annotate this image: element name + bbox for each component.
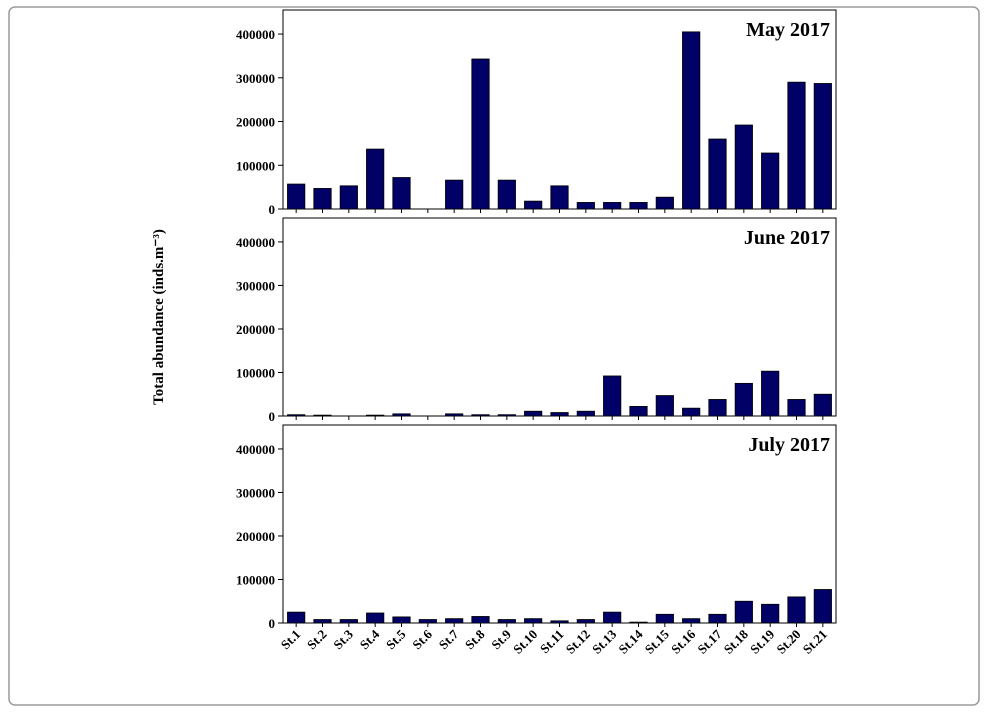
bar bbox=[787, 596, 806, 624]
bar bbox=[708, 399, 727, 417]
y-tick-label: 200000 bbox=[236, 529, 275, 544]
bar bbox=[445, 413, 464, 417]
bar bbox=[313, 414, 332, 417]
bar bbox=[550, 412, 569, 417]
bar bbox=[366, 414, 385, 417]
bar bbox=[392, 413, 411, 417]
bar bbox=[682, 31, 701, 210]
bar bbox=[761, 603, 780, 624]
y-tick-label: 100000 bbox=[236, 572, 275, 587]
bar bbox=[708, 138, 727, 210]
bar bbox=[497, 179, 516, 210]
y-tick-label: 300000 bbox=[236, 71, 275, 86]
bar bbox=[445, 179, 464, 210]
bar bbox=[761, 370, 780, 417]
bar bbox=[734, 124, 753, 210]
bar bbox=[629, 202, 648, 210]
panel-title: June 2017 bbox=[744, 227, 830, 249]
bar bbox=[603, 375, 622, 417]
bar bbox=[787, 81, 806, 210]
y-tick-label: 400000 bbox=[236, 27, 275, 42]
bar bbox=[629, 621, 648, 624]
bar bbox=[761, 152, 780, 210]
bar bbox=[813, 393, 832, 417]
bar bbox=[287, 611, 306, 624]
bar bbox=[287, 183, 306, 210]
y-tick-label: 100000 bbox=[236, 365, 275, 380]
bar bbox=[708, 613, 727, 624]
bar bbox=[655, 395, 674, 417]
bar bbox=[734, 382, 753, 417]
bar bbox=[392, 177, 411, 210]
bar bbox=[471, 414, 490, 417]
y-tick-label: 300000 bbox=[236, 485, 275, 500]
bar bbox=[682, 618, 701, 624]
bar bbox=[655, 196, 674, 210]
bar bbox=[787, 399, 806, 417]
bar bbox=[629, 406, 648, 417]
bar bbox=[524, 410, 543, 417]
bar bbox=[497, 619, 516, 624]
bar bbox=[339, 185, 358, 210]
y-tick-label: 400000 bbox=[236, 235, 275, 250]
panel-title: May 2017 bbox=[746, 19, 830, 41]
bar bbox=[576, 619, 595, 624]
bar bbox=[682, 407, 701, 417]
bar bbox=[445, 618, 464, 624]
bar bbox=[497, 414, 516, 417]
bar bbox=[813, 83, 832, 210]
bar bbox=[524, 200, 543, 210]
bar bbox=[550, 185, 569, 210]
bar bbox=[524, 618, 543, 624]
bar bbox=[418, 619, 437, 624]
bar bbox=[366, 612, 385, 624]
bar bbox=[550, 620, 569, 624]
bar bbox=[576, 202, 595, 210]
y-tick-label: 0 bbox=[269, 409, 276, 424]
bar bbox=[287, 414, 306, 417]
y-tick-label: 200000 bbox=[236, 322, 275, 337]
y-axis-label: Total abundance (inds.m⁻³) bbox=[151, 229, 167, 405]
y-tick-label: 0 bbox=[269, 616, 276, 631]
y-tick-label: 100000 bbox=[236, 158, 275, 173]
bar bbox=[471, 616, 490, 624]
y-tick-label: 200000 bbox=[236, 115, 275, 130]
bar bbox=[339, 619, 358, 624]
bar bbox=[313, 619, 332, 624]
bar bbox=[471, 58, 490, 210]
bar bbox=[603, 202, 622, 210]
y-tick-label: 400000 bbox=[236, 442, 275, 457]
bar bbox=[734, 600, 753, 624]
bar bbox=[366, 148, 385, 210]
panel-title: July 2017 bbox=[748, 434, 830, 456]
bar bbox=[813, 589, 832, 624]
y-tick-label: 0 bbox=[269, 202, 276, 217]
bar bbox=[655, 613, 674, 624]
bar bbox=[576, 410, 595, 417]
y-tick-label: 300000 bbox=[236, 278, 275, 293]
bar bbox=[603, 611, 622, 624]
bar bbox=[392, 616, 411, 624]
bar bbox=[313, 188, 332, 210]
